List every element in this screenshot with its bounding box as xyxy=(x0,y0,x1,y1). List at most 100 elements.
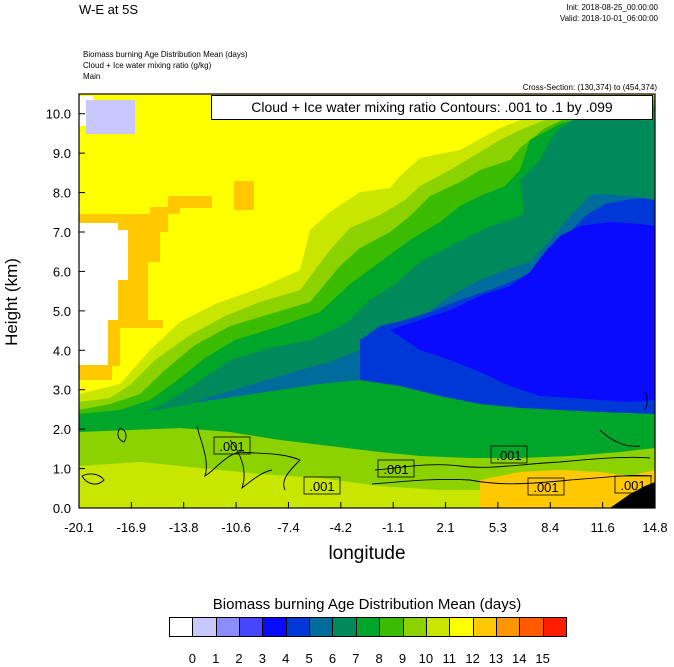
plot-frame xyxy=(78,93,656,509)
contour-layer xyxy=(81,391,653,491)
x-tick-label: -1.1 xyxy=(382,520,404,535)
x-axis-label: longitude xyxy=(328,543,406,564)
colorbar-tick-label: 3 xyxy=(258,651,267,666)
cloud-contour xyxy=(229,439,273,490)
contour-info-box: Cloud + Ice water mixing ratio Contours:… xyxy=(211,95,653,120)
colorbar-swatch xyxy=(472,617,497,637)
contour-label: .001 xyxy=(620,478,645,493)
colorbar-tick-label: 5 xyxy=(305,651,313,666)
axis-ticks: -20.1 -16.9 -13.8 -10.6 -7.4 -4.2 -1.1 2.1 5.3 8.… xyxy=(46,107,668,535)
y-tick-label: 3.0 xyxy=(53,383,71,398)
cloud-contour xyxy=(117,427,127,443)
colorbar-swatch xyxy=(402,617,427,637)
contour-labels: .001 .001 .001 .001 .001 .001 xyxy=(213,436,652,496)
colorbar-swatch xyxy=(215,617,241,637)
colorbar-swatch xyxy=(169,617,194,637)
contour-label: .001 xyxy=(533,480,558,495)
plot-title: W-E at 5S xyxy=(79,2,139,17)
colorbar-tick-label: 7 xyxy=(352,651,360,666)
field-description-cloud: Cloud + Ice water mixing ratio (g/kg) xyxy=(83,61,212,70)
x-tick-label: -7.4 xyxy=(277,520,299,535)
colorbar-tick-label: 1 xyxy=(212,651,220,666)
valid-time-label: Valid: 2018-10-01_06:00:00 xyxy=(559,14,658,23)
colorbar-tick-label: 4 xyxy=(282,651,290,666)
contour-label: .001 xyxy=(496,448,521,463)
colorbar-tick-label: 15 xyxy=(535,651,550,666)
heat-region-upper-green xyxy=(520,112,655,222)
field-description-main: Main xyxy=(83,72,101,81)
colorbar-swatch xyxy=(495,617,521,637)
colorbar-swatch xyxy=(379,617,404,637)
heat-region-surface-orange xyxy=(480,470,655,508)
y-tick-label: 4.0 xyxy=(53,343,71,358)
colorbar-swatch xyxy=(542,617,567,637)
y-axis-label: Height (km) xyxy=(2,258,21,346)
colorbar-tick-label: 0 xyxy=(188,651,196,666)
heat-region-orange-2 xyxy=(234,181,254,210)
colorbar-swatch xyxy=(309,617,334,637)
x-tick-label: -20.1 xyxy=(64,520,94,535)
colorbar xyxy=(169,617,567,637)
colorbar-tick-label: 8 xyxy=(375,651,383,666)
contour-label-box xyxy=(614,475,652,494)
x-tick-label: -16.9 xyxy=(117,520,147,535)
cloud-contour xyxy=(374,456,651,471)
colorbar-tick-label: 11 xyxy=(442,651,456,666)
x-tick-label: -4.2 xyxy=(330,520,352,535)
cloud-contour xyxy=(196,425,301,491)
cloud-contour xyxy=(644,391,648,411)
colorbar-tick-label: 10 xyxy=(418,651,434,666)
x-tick-label: -10.6 xyxy=(221,520,251,535)
x-tick-label: 11.6 xyxy=(590,520,614,535)
colorbar-tick-label: 9 xyxy=(398,651,407,666)
contour-label: .001 xyxy=(309,479,334,494)
colorbar-swatch xyxy=(192,617,217,637)
y-tick-label: 7.0 xyxy=(53,225,71,240)
cloud-contour xyxy=(81,473,105,485)
colorbar-swatch xyxy=(355,617,381,637)
colorbar-swatch xyxy=(519,617,544,637)
colorbar-swatch xyxy=(285,617,311,637)
colorbar-tick-label: 14 xyxy=(512,651,527,666)
colorbar-swatch xyxy=(449,617,474,637)
y-tick-label: 8.0 xyxy=(53,186,71,201)
heat-region-core-4 xyxy=(390,222,655,402)
contour-label-box xyxy=(213,436,251,455)
y-tick-label: 10.0 xyxy=(46,107,71,122)
y-tick-label: 5.0 xyxy=(53,304,71,319)
colorbar-swatch xyxy=(262,617,287,637)
colorbar-title: Biomass burning Age Distribution Mean (d… xyxy=(212,596,522,613)
contour-label-box xyxy=(303,476,341,495)
heatmap-layer xyxy=(79,94,655,508)
y-tick-label: 0.0 xyxy=(53,501,71,516)
colorbar-swatch xyxy=(425,617,451,637)
init-time-label: Init: 2018-08-25_00:00:00 xyxy=(566,3,658,12)
x-tick-label: -13.8 xyxy=(169,520,199,535)
field-description-age: Biomass burning Age Distribution Mean (d… xyxy=(83,50,248,59)
colorbar-tick-label: 2 xyxy=(235,651,243,666)
x-tick-label: 5.3 xyxy=(489,520,507,535)
heat-region-terrain xyxy=(610,482,655,508)
cross-section-label: Cross-Section: (130,374) to (454,374) xyxy=(522,83,657,92)
contour-label: .001 xyxy=(219,439,244,454)
heat-region-lavender xyxy=(86,100,135,134)
contour-label-box xyxy=(377,459,415,478)
colorbar-tick-label: 12 xyxy=(465,651,480,666)
y-tick-label: 2.0 xyxy=(53,422,71,437)
colorbar-tick-label: 13 xyxy=(488,651,504,666)
heat-region-white-pocket xyxy=(79,223,128,365)
contour-label-box xyxy=(490,445,528,464)
contour-label: .001 xyxy=(383,462,408,477)
cloud-contour xyxy=(599,429,641,447)
y-tick-label: 1.0 xyxy=(53,462,71,477)
colorbar-swatch xyxy=(332,617,357,637)
cloud-contour xyxy=(371,475,653,485)
colorbar-swatch xyxy=(239,617,264,637)
colorbar-tick-label: 6 xyxy=(328,651,337,666)
y-tick-label: 6.0 xyxy=(53,264,71,279)
x-tick-label: 14.8 xyxy=(642,520,667,535)
x-tick-label: 8.4 xyxy=(541,520,559,535)
y-tick-label: 9.0 xyxy=(53,146,71,161)
contour-label-box xyxy=(527,477,565,496)
